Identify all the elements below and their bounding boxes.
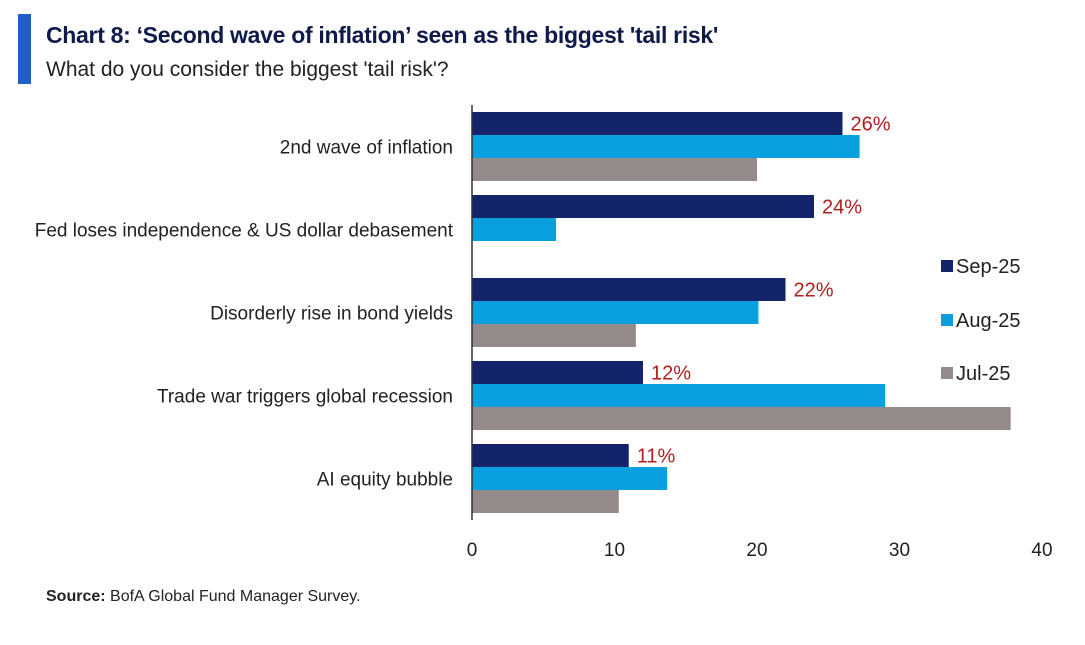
x-tick-label: 10 [604, 540, 625, 561]
legend-swatch-sep-25 [941, 260, 953, 272]
bar-sep-25 [472, 112, 843, 135]
source-label: Source: [46, 588, 106, 605]
data-label: 11% [637, 446, 676, 468]
legend-label: Sep-25 [956, 256, 1021, 278]
bar-aug-25 [472, 301, 759, 324]
data-label: 24% [822, 197, 862, 219]
bar-jul-25 [472, 324, 636, 347]
x-tick-label: 40 [1031, 540, 1052, 561]
category-label: 2nd wave of inflation [280, 138, 453, 159]
data-label: 22% [794, 280, 834, 302]
category-label: AI equity bubble [317, 470, 453, 491]
bar-sep-25 [472, 278, 786, 301]
legend-swatch-aug-25 [941, 314, 953, 326]
legend-label: Aug-25 [956, 310, 1021, 332]
chart-title: Chart 8: ‘Second wave of inflation’ seen… [46, 22, 719, 48]
bar-sep-25 [472, 361, 643, 384]
bar-sep-25 [472, 444, 629, 467]
title-accent-bar [18, 14, 31, 84]
x-tick-label: 30 [889, 540, 910, 561]
data-label: 26% [851, 114, 891, 136]
x-tick-label: 20 [746, 540, 767, 561]
data-label: 12% [651, 363, 691, 385]
source-text: BofA Global Fund Manager Survey. [110, 588, 361, 605]
bar-jul-25 [472, 407, 1011, 430]
bar-sep-25 [472, 195, 814, 218]
legend-label: Jul-25 [956, 363, 1010, 385]
category-label: Fed loses independence & US dollar debas… [35, 221, 454, 242]
legend-swatch-jul-25 [941, 367, 953, 379]
category-label: Trade war triggers global recession [157, 387, 453, 408]
source-note: Source: BofA Global Fund Manager Survey. [46, 588, 361, 606]
bar-jul-25 [472, 490, 619, 513]
bar-aug-25 [472, 218, 557, 241]
x-tick-label: 0 [467, 540, 478, 561]
bar-aug-25 [472, 467, 668, 490]
bar-aug-25 [472, 135, 860, 158]
chart-subtitle: What do you consider the biggest 'tail r… [46, 58, 449, 81]
bar-jul-25 [472, 158, 757, 181]
bar-aug-25 [472, 384, 886, 407]
category-label: Disorderly rise in bond yields [210, 304, 453, 325]
